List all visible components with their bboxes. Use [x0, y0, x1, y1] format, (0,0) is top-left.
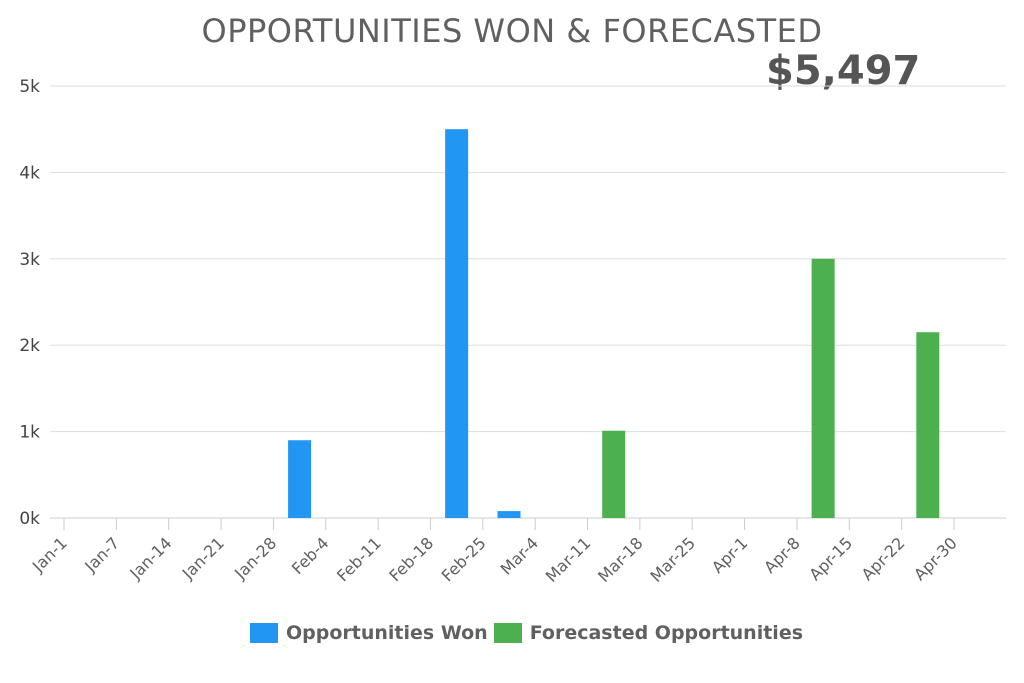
bar-won [497, 511, 521, 518]
chart-title: OPPORTUNITIES WON & FORECASTED [201, 12, 823, 50]
legend-item-forecasted[interactable]: Forecasted Opportunities [493, 622, 804, 644]
x-tick-label: Jan-28 [230, 533, 280, 583]
x-tick-label: Mar-25 [647, 533, 700, 586]
x-tick-label: Jan-1 [28, 533, 71, 576]
legend: Opportunities Won Forecasted Opportuniti… [250, 622, 809, 644]
bar-forecasted [916, 332, 940, 518]
x-tick-label: Feb-18 [385, 533, 437, 585]
legend-swatch-forecasted [493, 623, 522, 643]
x-tick-label: Jan-14 [125, 533, 175, 583]
y-tick-label: 3k [19, 250, 40, 270]
legend-swatch-won [250, 623, 278, 643]
x-tick-label: Jan-7 [80, 533, 123, 576]
y-tick-label: 0k [19, 509, 40, 529]
x-tick-label: Mar-4 [497, 533, 542, 578]
bar-won [288, 440, 312, 518]
x-tick-label: Mar-18 [594, 533, 647, 586]
bar-forecasted [602, 430, 626, 518]
x-tick-label: Feb-11 [333, 533, 385, 585]
x-tick-label: Apr-30 [910, 533, 961, 584]
x-tick-label: Feb-25 [438, 533, 490, 585]
legend-label-forecasted: Forecasted Opportunities [529, 622, 804, 644]
bar-won [445, 129, 469, 518]
y-tick-label: 4k [19, 163, 40, 183]
x-tick-label: Feb-4 [288, 533, 333, 578]
x-tick-label: Jan-21 [178, 533, 228, 583]
x-tick-label: Apr-8 [760, 533, 804, 577]
x-tick-label: Mar-11 [542, 533, 595, 586]
legend-label-won: Opportunities Won [286, 622, 488, 644]
legend-item-won[interactable]: Opportunities Won [250, 622, 488, 644]
x-tick-label: Apr-22 [858, 533, 909, 584]
x-tick-label: Apr-15 [805, 533, 856, 584]
bar-forecasted [811, 258, 835, 518]
x-tick-label: Apr-1 [708, 533, 752, 577]
y-tick-label: 1k [19, 423, 40, 443]
y-tick-label: 2k [19, 336, 40, 356]
y-tick-label: 5k [19, 77, 40, 97]
